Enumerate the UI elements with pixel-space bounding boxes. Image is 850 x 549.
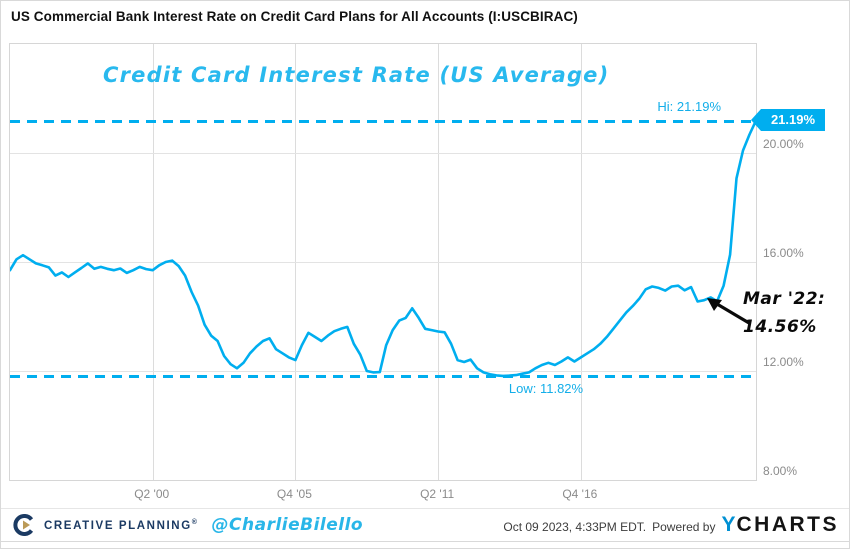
hi-value-label: Hi: 21.19% <box>657 98 721 114</box>
creative-planning-wordmark: CREATIVE PLANNING® <box>44 519 199 532</box>
interest-rate-line <box>10 119 756 378</box>
x-axis-tick-label: Q4 '16 <box>562 487 598 501</box>
annotation-arrow <box>707 298 750 325</box>
footer-brand-group: CREATIVE PLANNING® @CharlieBilello <box>13 514 363 536</box>
ycharts-y: Y <box>721 513 737 536</box>
y-axis-tick-label: 16.00% <box>763 246 804 260</box>
chart-title: Credit Card Interest Rate (US Average) <box>103 63 610 87</box>
low-value-label: Low: 11.82% <box>508 380 584 396</box>
charliebilello-handle[interactable]: @CharlieBilello <box>211 515 364 535</box>
ycharts-logo: YCHARTS <box>721 513 839 537</box>
line-chart-svg <box>10 119 756 378</box>
x-axis-tick-label: Q4 '05 <box>276 487 312 501</box>
last-value-badge: 21.19% <box>751 108 825 131</box>
y-axis-tick-label: 12.00% <box>763 355 804 369</box>
timestamp: Oct 09 2023, 4:33PM EDT. <box>503 520 647 534</box>
annotation-mar22-line2: 14.56% <box>743 317 817 337</box>
y-axis-tick-label: 8.00% <box>763 464 798 478</box>
y-axis-tick-label: 20.00% <box>763 137 804 151</box>
x-axis-tick-label: Q2 '11 <box>420 487 455 501</box>
x-axis-tick-label: Q2 '00 <box>134 487 170 501</box>
h-gridline <box>10 262 756 263</box>
hi-dashed-line <box>10 119 756 123</box>
footer-credits-group: Oct 09 2023, 4:33PM EDT. Powered by YCHA… <box>503 513 839 537</box>
powered-by-label: Powered by <box>652 520 716 534</box>
creative-planning-text: CREATIVE PLANNING <box>44 519 192 532</box>
plot-area <box>9 43 757 481</box>
annotation-mar22-line1: Mar '22: <box>743 289 826 309</box>
ycharts-charts: CHARTS <box>736 513 839 536</box>
low-dashed-line <box>10 374 756 378</box>
footer: CREATIVE PLANNING® @CharlieBilello Oct 0… <box>1 508 849 542</box>
registered-mark: ® <box>191 518 199 526</box>
creative-planning-logo-icon <box>13 514 34 536</box>
h-gridline <box>10 371 756 372</box>
page-title: US Commercial Bank Interest Rate on Cred… <box>11 9 578 24</box>
h-gridline <box>10 153 756 154</box>
